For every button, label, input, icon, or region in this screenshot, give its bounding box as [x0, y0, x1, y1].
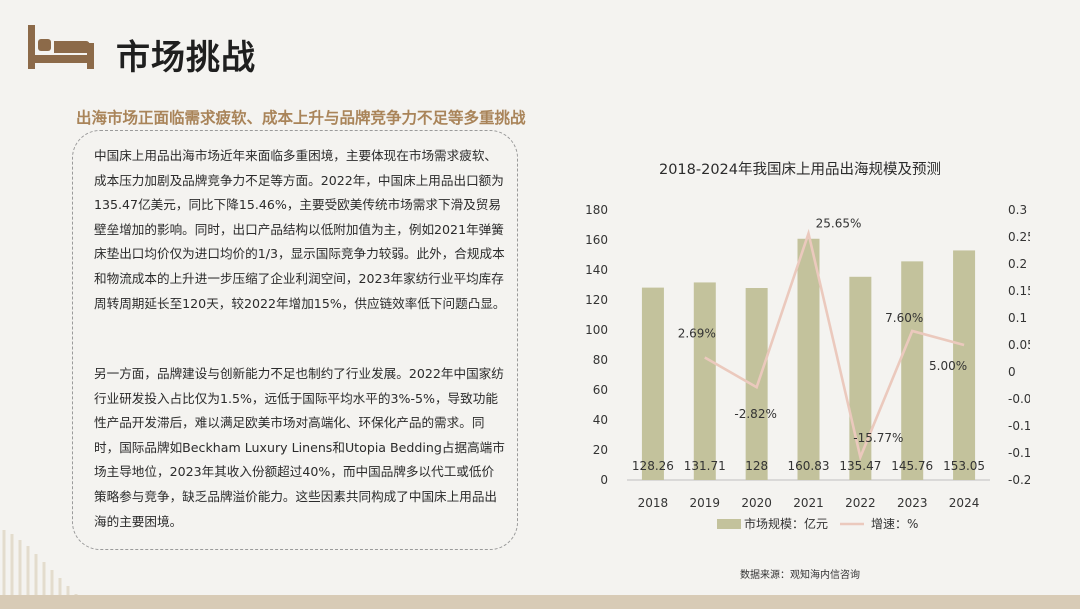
text-box	[72, 130, 518, 550]
y-right-tick-label: 0.05	[1008, 338, 1030, 352]
legend-bar-label: 市场规模：亿元	[744, 516, 828, 531]
y-right-tick-label: -0.1	[1008, 419, 1030, 433]
y-left-tick-label: 40	[593, 413, 608, 427]
y-right-tick-label: 0.2	[1008, 257, 1027, 271]
x-tick-label: 2023	[897, 496, 928, 510]
line-value-label: -15.77%	[853, 431, 903, 445]
y-left-tick-label: 160	[585, 233, 608, 247]
bar	[901, 261, 924, 480]
growth-line	[704, 228, 965, 462]
y-right-tick-label: -0.2	[1008, 473, 1030, 487]
y-left-tick-label: 100	[585, 323, 608, 337]
line-value-label: 25.65%	[816, 216, 862, 230]
x-tick-label: 2021	[793, 496, 824, 510]
x-tick-label: 2024	[949, 496, 980, 510]
x-tick-label: 2019	[690, 496, 721, 510]
x-tick-label: 2022	[845, 496, 876, 510]
bar	[693, 282, 716, 480]
page-subtitle: 出海市场正面临需求疲软、成本上升与品牌竞争力不足等多重挑战	[76, 109, 526, 127]
y-right-tick-label: 0	[1008, 365, 1016, 379]
paragraph-2: 另一方面，品牌建设与创新能力不足也制约了行业发展。2022年中国家纺行业研发投入…	[94, 366, 505, 529]
bar	[641, 287, 664, 480]
legend-bar-swatch	[717, 519, 741, 529]
y-left-tick-label: 80	[593, 353, 608, 367]
chart-title: 2018-2024年我国床上用品出海规模及预测	[658, 162, 942, 178]
line-value-label: -2.82%	[734, 407, 776, 421]
y-left-tick-label: 60	[593, 383, 608, 397]
y-right-tick-label: 0.15	[1008, 284, 1030, 298]
line-value-label: 7.60%	[885, 311, 923, 325]
line-value-label: 2.69%	[678, 326, 716, 340]
y-right-tick-label: -0.15	[1008, 446, 1030, 460]
page-title: 市场挑战	[116, 38, 256, 78]
bar-value-label: 153.05	[943, 459, 985, 473]
bar	[953, 250, 976, 480]
bar	[797, 238, 820, 480]
bed-icon	[28, 25, 94, 69]
y-left-tick-label: 140	[585, 263, 608, 277]
x-tick-label: 2020	[741, 496, 772, 510]
line-value-label: 5.00%	[929, 359, 967, 373]
y-left-tick-label: 0	[600, 473, 608, 487]
x-tick-label: 2018	[638, 496, 669, 510]
bottom-band	[0, 595, 1080, 609]
legend-line-label: 增速：%	[871, 517, 918, 531]
y-right-tick-label: 0.1	[1008, 311, 1027, 325]
paragraph-1: 中国床上用品出海市场近年来面临多重困境，主要体现在市场需求疲软、成本压力加剧及品…	[94, 148, 506, 311]
bar-value-label: 128	[745, 459, 768, 473]
bar	[849, 276, 872, 480]
bar-value-label: 160.83	[788, 459, 830, 473]
y-right-tick-label: 0.3	[1008, 203, 1027, 217]
bar-value-label: 135.47	[839, 459, 881, 473]
y-right-tick-label: -0.05	[1008, 392, 1030, 406]
y-left-tick-label: 20	[593, 443, 608, 457]
bar-value-label: 128.26	[632, 459, 674, 473]
bar-value-label: 145.76	[891, 459, 933, 473]
y-right-tick-label: 0.25	[1008, 230, 1030, 244]
y-left-tick-label: 180	[585, 203, 608, 217]
data-source: 数据来源：观知海内信咨询	[740, 570, 860, 581]
y-left-tick-label: 120	[585, 293, 608, 307]
bar-value-label: 131.71	[684, 459, 726, 473]
chart: 0 20 40 60 80 100 120 140 160 180 -0.2 -0.15 -0.1 -0.…	[585, 203, 1030, 531]
